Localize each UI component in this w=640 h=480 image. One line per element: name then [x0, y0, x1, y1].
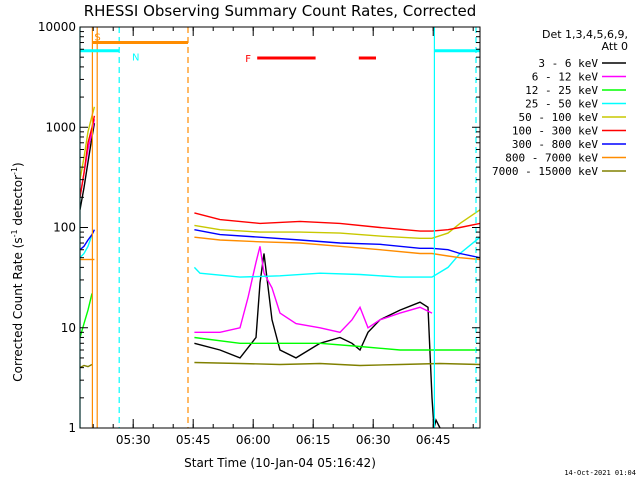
y-tick-label: 1000: [45, 120, 76, 134]
timestamp-label: 14-Oct-2021 01:04: [564, 469, 636, 477]
marker-layer: [79, 27, 477, 428]
x-tick-label: 05:30: [116, 433, 151, 447]
plot-frame: [79, 26, 481, 429]
flag-label-3: F: [245, 54, 251, 65]
series-line-7-seg-1: [194, 236, 480, 261]
series-line-4-seg-1: [194, 209, 480, 240]
legend-label: 100 - 300 keV: [512, 125, 598, 138]
y-tick-label: 10: [61, 321, 76, 335]
series-line-0-seg-1: [194, 253, 441, 428]
legend-label: 3 - 6 keV: [538, 57, 598, 70]
series-line-3-seg-0: [80, 234, 93, 259]
series-line-2-seg-0: [80, 293, 93, 338]
legend-label: 6 - 12 keV: [532, 71, 599, 84]
series-line-6-seg-1: [194, 229, 480, 259]
y-tick-label: 1: [68, 421, 76, 435]
series-line-5-seg-1: [194, 212, 480, 232]
legend-label: 25 - 50 keV: [525, 98, 598, 111]
y-axis-label: Corrected Count Rate (s-1 detector-1): [10, 162, 25, 381]
series-layer: [80, 106, 480, 428]
legend-label: 50 - 100 keV: [519, 111, 599, 124]
flag-label-0: S: [94, 33, 100, 44]
legend-label: 12 - 25 keV: [525, 84, 598, 97]
x-tick-label: 06:30: [356, 433, 391, 447]
legend-header-line: Det 1,3,4,5,6,9,: [542, 28, 628, 41]
y-tick-label: 100: [53, 221, 76, 235]
legend-label: 800 - 7000 keV: [505, 152, 598, 165]
axis-layer: 1 10 100 1000 10000 05:30 05:45 06:00 06:15 06:30…: [38, 20, 481, 447]
series-line-8-seg-1: [194, 361, 480, 367]
x-axis-label: Start Time (10-Jan-04 05:16:42): [184, 456, 376, 470]
series-line-2-seg-1: [194, 336, 480, 351]
x-tick-label: 05:45: [176, 433, 211, 447]
series-line-1-seg-1: [194, 246, 433, 334]
series-line-8-seg-0: [80, 363, 93, 369]
legend-label: 300 - 800 keV: [512, 138, 598, 151]
x-tick-label: 06:15: [296, 433, 331, 447]
legend-header-line: Att 0: [602, 40, 628, 53]
x-tick-label: 06:45: [416, 433, 451, 447]
flag-label-1: N: [132, 53, 139, 64]
x-tick-label: 06:00: [236, 433, 271, 447]
chart-title: RHESSI Observing Summary Count Rates, Co…: [84, 2, 477, 20]
flag-layer: S N F: [80, 33, 480, 65]
series-line-3-seg-1: [193, 236, 480, 278]
legend-label: 7000 - 15000 keV: [492, 165, 598, 178]
y-tick-label: 10000: [38, 20, 76, 34]
